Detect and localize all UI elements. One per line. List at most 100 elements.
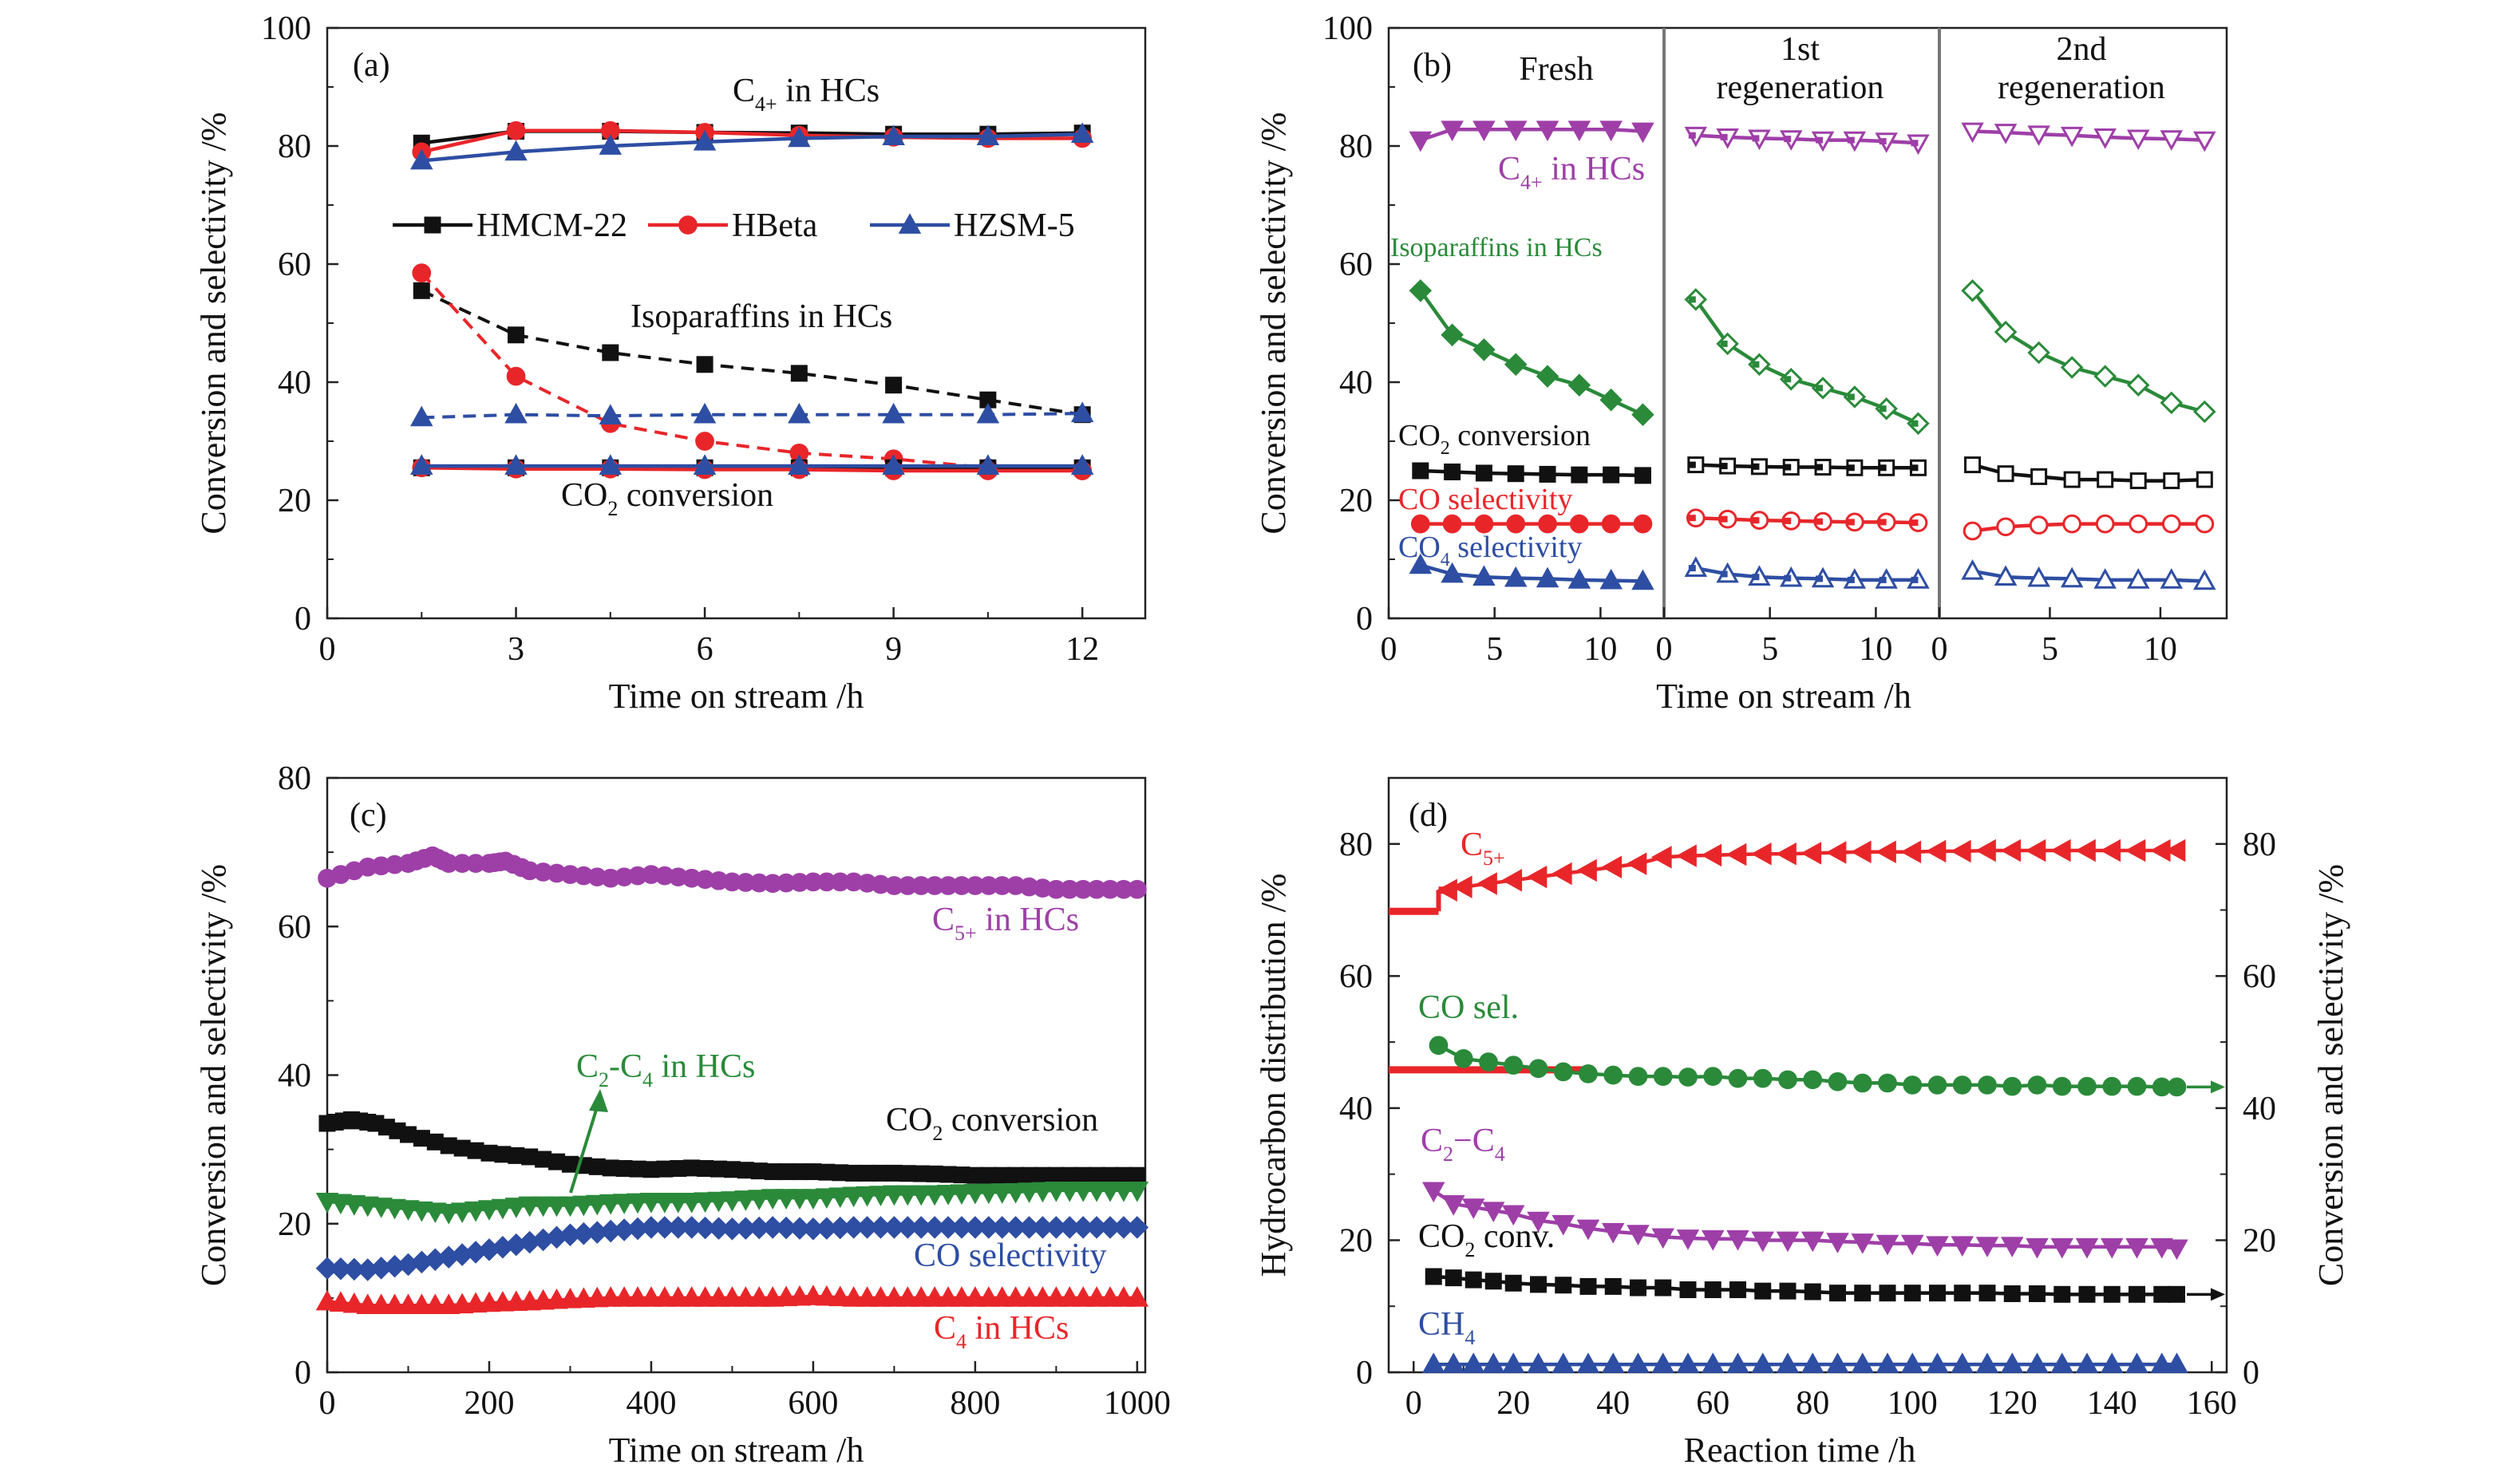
x-tick-label: 10 [1859, 631, 1892, 668]
data-point [1502, 1352, 1525, 1373]
data-point [383, 1293, 406, 1315]
x-tick-label: 40 [1596, 1385, 1630, 1422]
data-point [342, 1292, 366, 1313]
data-point-fill [1847, 519, 1855, 526]
y-tick-label-right: 80 [2243, 827, 2276, 863]
segment-title: 2nd [2057, 31, 2107, 68]
data-point [612, 1194, 636, 1214]
data-point-fill [1720, 463, 1728, 470]
data-point [976, 402, 1000, 424]
annotation-ch4: CO4 selectivity [1398, 531, 1582, 570]
data-point [710, 1160, 728, 1178]
data-point [1604, 1277, 1622, 1295]
x-tick-label: 200 [464, 1385, 514, 1422]
data-point [1070, 401, 1094, 423]
data-point [506, 366, 526, 386]
data-point [2100, 839, 2121, 862]
data-point [788, 1189, 812, 1210]
data-point [1825, 841, 1847, 864]
x-tick-label: 100 [1887, 1385, 1938, 1422]
data-point [2002, 1076, 2022, 1096]
data-point [1070, 122, 1094, 144]
data-point [1726, 1352, 1749, 1373]
data-point [2062, 514, 2082, 534]
data-point [1453, 1048, 1473, 1068]
data-point [639, 1286, 663, 1307]
data-point [494, 1146, 512, 1163]
data-point [694, 1192, 717, 1213]
data-point [801, 1189, 825, 1210]
x-tick-label: 12 [1065, 631, 1099, 668]
data-point [1441, 120, 1464, 142]
data-point [845, 1164, 863, 1182]
data-point [1576, 1219, 1600, 1241]
x-tick-label: 60 [1696, 1385, 1729, 1422]
data-point [545, 1196, 568, 1218]
data-point [1101, 1166, 1119, 1184]
data-point [1627, 1352, 1650, 1373]
data-point [412, 263, 432, 282]
data-point [464, 1292, 488, 1313]
data-point [1465, 1271, 1482, 1289]
data-point [1631, 403, 1654, 426]
data-point [1007, 1166, 1025, 1184]
data-point [950, 1286, 974, 1307]
data-point [939, 1166, 957, 1183]
annotation-c5: C5+ in HCs [932, 902, 1079, 945]
x-tick-label: 5 [2042, 631, 2058, 668]
data-point [896, 1286, 919, 1307]
data-point [424, 1293, 447, 1315]
data-point [1654, 1279, 1672, 1297]
x-axis-label: Time on stream /h [609, 677, 864, 716]
data-point [1442, 1352, 1465, 1373]
data-point [572, 1287, 595, 1308]
data-point-fill [1847, 136, 1855, 144]
data-point [764, 1163, 781, 1181]
y-axis-label: Conversion and selectivity /% [1254, 112, 1293, 534]
data-point [748, 1286, 771, 1307]
data-point [2093, 568, 2117, 589]
data-point [588, 1158, 606, 1175]
data-point [2150, 1237, 2173, 1259]
data-point [1994, 565, 2018, 586]
data-point-fill [1784, 517, 1792, 524]
data-point [2193, 131, 2216, 152]
x-tick-label: 80 [1796, 1385, 1829, 1422]
data-point [2060, 126, 2084, 148]
data-point [1551, 1214, 1575, 1236]
data-point [1876, 1234, 1899, 1256]
data-point [1412, 462, 1429, 480]
data-point [670, 1160, 687, 1178]
data-point [1504, 1056, 1524, 1075]
data-point [1603, 1065, 1623, 1085]
data-point [693, 454, 717, 475]
data-point-fill [1688, 296, 1696, 303]
y-tick-label-right: 20 [2243, 1222, 2276, 1259]
data-point [1804, 1283, 1821, 1300]
data-point [1047, 1166, 1065, 1184]
data-point [2027, 125, 2050, 146]
data-point [1021, 1166, 1038, 1184]
data-point [1579, 1277, 1597, 1295]
series-line [421, 466, 1083, 473]
data-point [626, 1286, 650, 1307]
data-point [1527, 1211, 1550, 1233]
data-point-fill [1847, 464, 1855, 472]
data-point [437, 1293, 461, 1315]
data-point [1004, 1182, 1027, 1204]
data-point-fill [1816, 136, 1824, 144]
data-point [410, 1293, 433, 1315]
data-point [2153, 1285, 2171, 1303]
data-point [1567, 373, 1591, 397]
data-point [737, 1162, 754, 1179]
data-point [761, 1286, 785, 1307]
data-point [1852, 1073, 1872, 1093]
data-point [2050, 1352, 2073, 1373]
data-point [976, 124, 1000, 146]
y-tick-label: 40 [278, 1058, 311, 1095]
y-tick-label: 80 [278, 128, 311, 165]
data-point [1678, 1068, 1698, 1087]
data-point [1538, 514, 1557, 534]
panel-label: (c) [350, 797, 387, 834]
